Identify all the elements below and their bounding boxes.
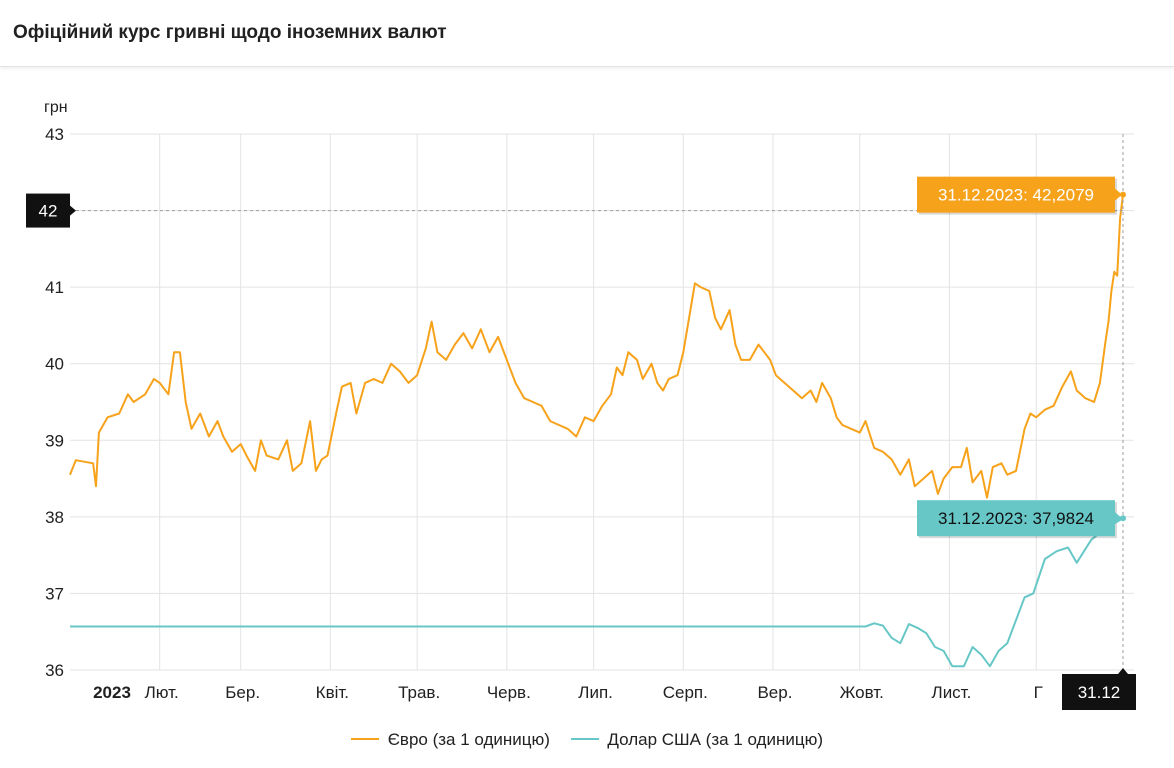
euro-hover-marker [1120, 191, 1126, 198]
y-tick-label: 38 [45, 508, 64, 527]
tooltip-euro-pointer [1115, 188, 1122, 201]
chart-header: Офіційний курс гривні щодо іноземних вал… [0, 0, 1174, 67]
y-axis-label: грн [44, 99, 68, 116]
crosshair-y-label: 42 [39, 202, 58, 221]
usd-hover-marker [1120, 515, 1126, 522]
legend-item-usd[interactable]: Долар США (за 1 одиницю) [570, 730, 824, 750]
crosshair-y-label-pointer [70, 205, 76, 216]
y-tick-label: 40 [45, 355, 64, 374]
y-tick-label: 41 [45, 278, 64, 297]
x-tick-label: 2023 [93, 683, 131, 702]
crosshair-y-label-box [26, 193, 70, 228]
x-tick-label: Вер. [757, 683, 792, 702]
chart-title: Офіційний курс гривні щодо іноземних вал… [13, 22, 447, 43]
y-tick-label: 43 [45, 125, 64, 144]
x-tick-label: Серп. [663, 683, 708, 702]
x-tick-label: Г [1034, 683, 1043, 702]
legend: Євро (за 1 одиницю) Долар США (за 1 один… [0, 730, 1174, 750]
x-tick-label: Трав. [398, 683, 440, 702]
legend-usd-swatch [570, 737, 599, 740]
x-tick-label: Лют. [145, 683, 179, 702]
tooltip-usd-text: 31.12.2023: 37,9824 [938, 509, 1094, 528]
crosshair-x-label: 31.12 [1078, 683, 1121, 702]
x-tick-label: Квіт. [316, 683, 349, 702]
legend-euro-swatch [350, 737, 379, 740]
y-tick-label: 36 [45, 661, 64, 680]
y-tick-label: 39 [45, 431, 64, 450]
legend-item-euro[interactable]: Євро (за 1 одиницю) [350, 730, 550, 750]
tooltip-usd-box [917, 500, 1115, 537]
legend-usd-label: Долар США (за 1 одиницю) [607, 730, 824, 749]
tooltip-euro-box [917, 176, 1115, 213]
crosshair-x-label-box [1062, 674, 1136, 710]
x-tick-label: Жовт. [840, 683, 884, 702]
tooltip-euro-text: 31.12.2023: 42,2079 [938, 186, 1094, 205]
y-tick-label: 37 [45, 584, 64, 603]
legend-euro-label: Євро (за 1 одиницю) [387, 730, 550, 749]
x-tick-label: Лист. [932, 683, 972, 702]
x-tick-label: Черв. [487, 683, 531, 702]
tooltip-usd-pointer [1115, 512, 1122, 525]
x-tick-label: Лип. [578, 683, 613, 702]
usd-line[interactable] [70, 517, 1124, 668]
crosshair-x-label-pointer [1118, 668, 1128, 674]
euro-line[interactable] [69, 194, 1124, 499]
x-tick-label: Бер. [225, 683, 260, 702]
